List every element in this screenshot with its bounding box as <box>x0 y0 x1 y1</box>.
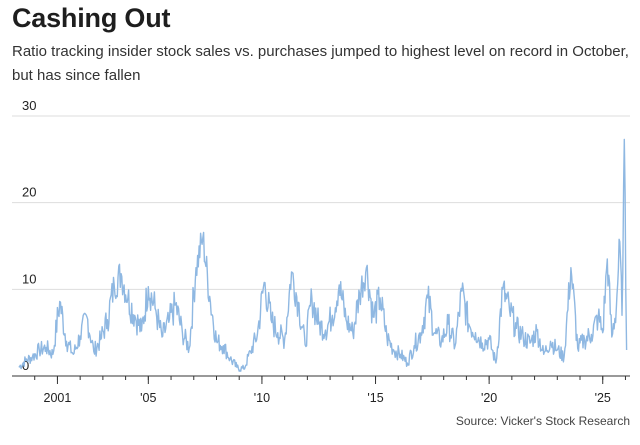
x-tick-label-2015: '15 <box>367 391 383 405</box>
y-tick-label-10: 10 <box>22 271 36 286</box>
chart-title: Cashing Out <box>12 3 171 33</box>
x-axis: 2001 '05 '10 '15 '20 '25 <box>12 375 630 405</box>
x-tick-label-2025: '25 <box>595 391 611 405</box>
y-tick-label-0: 0 <box>22 358 29 373</box>
line-chart: 0 10 20 30 2001 '05 '10 '15 '20 '25 <box>12 98 630 405</box>
x-tick-label-2001: 2001 <box>44 391 72 405</box>
series-group <box>18 138 628 372</box>
x-tick-label-2020: '20 <box>481 391 497 405</box>
x-tick-label-2010: '10 <box>254 391 270 405</box>
y-tick-label-20: 20 <box>22 185 36 200</box>
source-note: Source: Vicker's Stock Research <box>455 414 630 428</box>
chart-subtitle: Ratio tracking insider stock sales vs. p… <box>12 43 629 84</box>
series-line-0 <box>18 138 628 372</box>
y-tick-label-30: 30 <box>22 98 36 113</box>
gridlines <box>12 115 630 290</box>
y-axis-tick-labels: 0 10 20 30 <box>22 98 36 373</box>
x-tick-label-2005: '05 <box>140 391 156 405</box>
